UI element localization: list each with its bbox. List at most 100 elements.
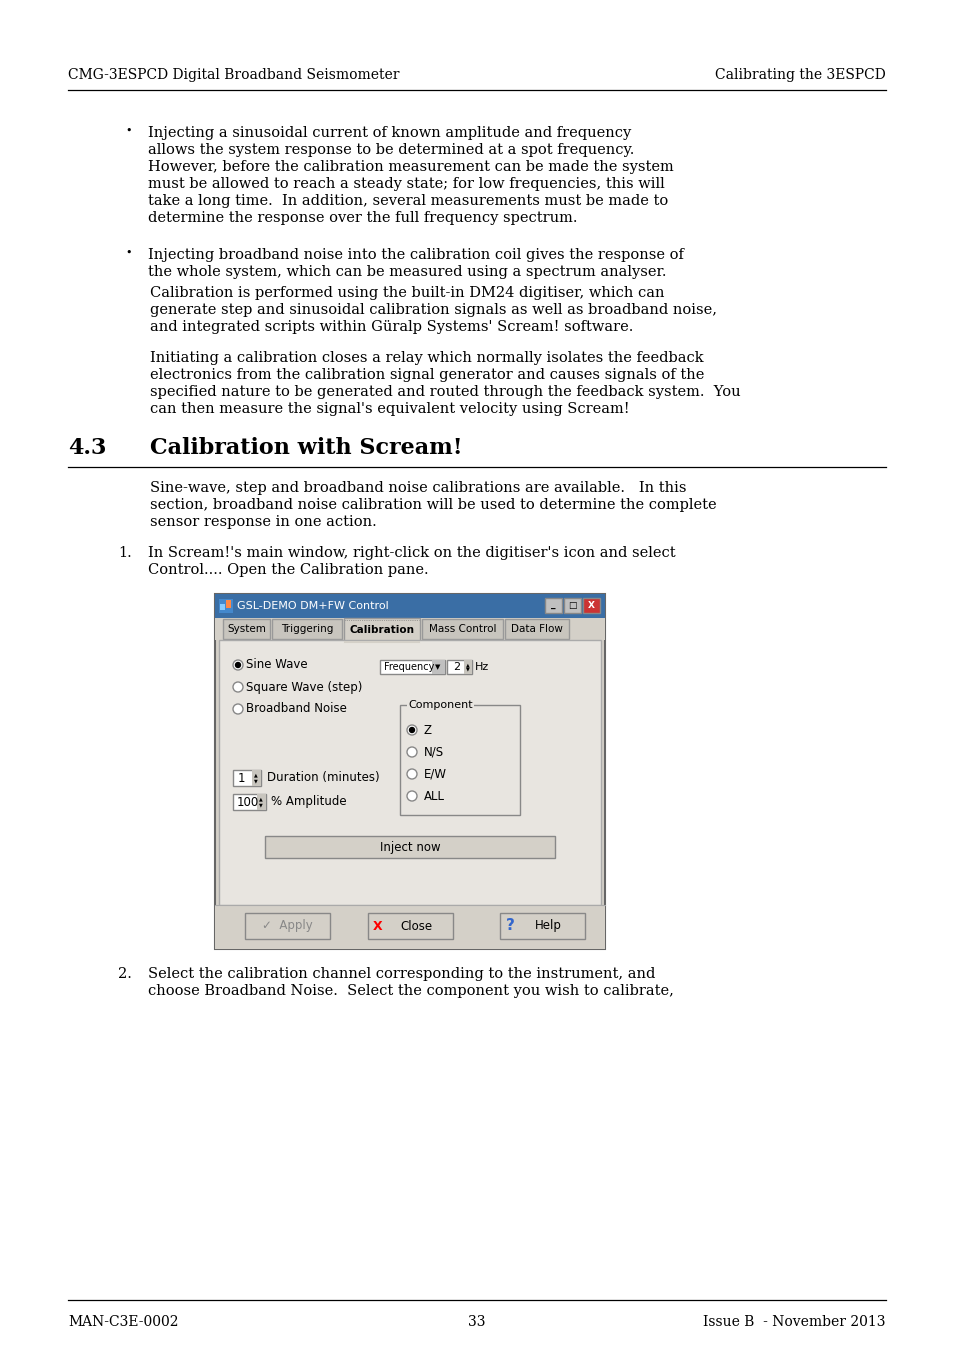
Bar [233,770,261,786]
Text: sensor response in one action.: sensor response in one action. [150,515,376,530]
Bar [544,598,561,613]
Circle shape [233,661,243,670]
Text: Inject now: Inject now [379,840,440,854]
Text: X: X [373,920,382,932]
Text: Injecting a sinusoidal current of known amplitude and frequency: Injecting a sinusoidal current of known … [148,126,631,141]
Bar [214,594,604,617]
Text: ▼: ▼ [259,802,263,808]
Bar [432,661,444,674]
Text: specified nature to be generated and routed through the feedback system.  You: specified nature to be generated and rou… [150,385,740,399]
Bar [505,619,569,639]
Bar [252,770,261,786]
Text: generate step and sinusoidal calibration signals as well as broadband noise,: generate step and sinusoidal calibration… [150,303,717,317]
Text: However, before the calibration measurement can be made the system: However, before the calibration measurem… [148,159,673,174]
Text: Frequency: Frequency [384,662,434,671]
Circle shape [407,769,416,780]
Bar [219,598,233,613]
Text: GSL-DEMO DM+FW Control: GSL-DEMO DM+FW Control [236,601,388,611]
Text: _: _ [551,601,556,611]
Text: determine the response over the full frequency spectrum.: determine the response over the full fre… [148,211,577,226]
Circle shape [407,790,416,801]
Text: Mass Control: Mass Control [428,624,496,634]
Bar [223,619,270,639]
Text: Help: Help [535,920,561,932]
Bar [214,594,604,948]
Text: Duration (minutes): Duration (minutes) [267,771,379,785]
Text: 1.: 1. [118,546,132,561]
Text: CMG-3ESPCD Digital Broadband Seismometer: CMG-3ESPCD Digital Broadband Seismometer [68,68,399,82]
Bar [256,794,266,811]
Bar [582,598,599,613]
Text: Control.... Open the Calibration pane.: Control.... Open the Calibration pane. [148,563,428,577]
Text: Close: Close [400,920,432,932]
Bar [245,913,330,939]
Text: Component: Component [408,700,472,711]
Bar [226,600,231,608]
Text: □: □ [568,601,577,611]
Text: electronics from the calibration signal generator and causes signals of the: electronics from the calibration signal … [150,367,703,382]
Bar [447,661,472,674]
Text: can then measure the signal's equivalent velocity using Scream!: can then measure the signal's equivalent… [150,403,629,416]
Bar [233,794,266,811]
Text: Calibrating the 3ESPCD: Calibrating the 3ESPCD [715,68,885,82]
Text: ▼: ▼ [466,666,470,671]
Text: ?: ? [505,919,514,934]
Circle shape [233,704,243,713]
Text: Hz: Hz [475,662,489,671]
Text: must be allowed to reach a steady state; for low frequencies, this will: must be allowed to reach a steady state;… [148,177,664,190]
Text: •: • [125,249,132,258]
Text: Square Wave (step): Square Wave (step) [246,681,362,693]
Text: Z: Z [423,724,432,736]
Text: section, broadband noise calibration will be used to determine the complete: section, broadband noise calibration wil… [150,499,716,512]
Text: Injecting broadband noise into the calibration coil gives the response of: Injecting broadband noise into the calib… [148,249,683,262]
Bar [214,905,604,948]
Text: choose Broadband Noise.  Select the component you wish to calibrate,: choose Broadband Noise. Select the compo… [148,984,673,998]
Text: ▲: ▲ [466,662,470,667]
Bar [563,598,580,613]
Text: System: System [227,624,266,634]
Text: allows the system response to be determined at a spot frequency.: allows the system response to be determi… [148,143,634,157]
Text: Triggering: Triggering [280,624,333,634]
Bar [463,661,472,674]
Circle shape [233,682,243,692]
Text: take a long time.  In addition, several measurements must be made to: take a long time. In addition, several m… [148,195,667,208]
Text: E/W: E/W [423,767,447,781]
Text: ALL: ALL [423,789,444,802]
Bar [272,619,341,639]
Text: Data Flow: Data Flow [511,624,562,634]
Text: Calibration with Scream!: Calibration with Scream! [150,436,462,459]
Bar [421,619,502,639]
Text: Select the calibration channel corresponding to the instrument, and: Select the calibration channel correspon… [148,967,655,981]
Text: Sine-wave, step and broadband noise calibrations are available.   In this: Sine-wave, step and broadband noise cali… [150,481,686,494]
Text: % Amplitude: % Amplitude [271,796,346,808]
Text: Broadband Noise: Broadband Noise [246,703,347,716]
Text: and integrated scripts within Güralp Systems' Scream! software.: and integrated scripts within Güralp Sys… [150,320,633,334]
Bar [379,661,444,674]
Circle shape [235,662,240,667]
Circle shape [407,747,416,757]
Text: •: • [125,126,132,136]
Text: X: X [587,601,595,611]
Bar [368,913,453,939]
Bar [499,913,584,939]
Text: Calibration: Calibration [349,626,414,635]
Bar [265,836,555,858]
Text: ▼: ▼ [435,663,440,670]
Text: 2: 2 [453,662,459,671]
Text: 1: 1 [237,771,245,785]
Bar [343,617,419,642]
Text: In Scream!'s main window, right-click on the digitiser's icon and select: In Scream!'s main window, right-click on… [148,546,675,561]
Text: ▼: ▼ [253,778,257,784]
Text: MAN-C3E-0002: MAN-C3E-0002 [68,1315,178,1329]
Bar [214,617,604,640]
Text: Issue B  - November 2013: Issue B - November 2013 [702,1315,885,1329]
Text: ✓  Apply: ✓ Apply [262,920,313,932]
Text: ▲: ▲ [253,773,257,777]
Circle shape [409,727,414,732]
Bar [219,640,600,905]
Bar [399,705,519,815]
Text: N/S: N/S [423,746,444,758]
Text: ▲: ▲ [259,797,263,801]
Bar [220,604,225,611]
Text: 100: 100 [236,796,259,808]
